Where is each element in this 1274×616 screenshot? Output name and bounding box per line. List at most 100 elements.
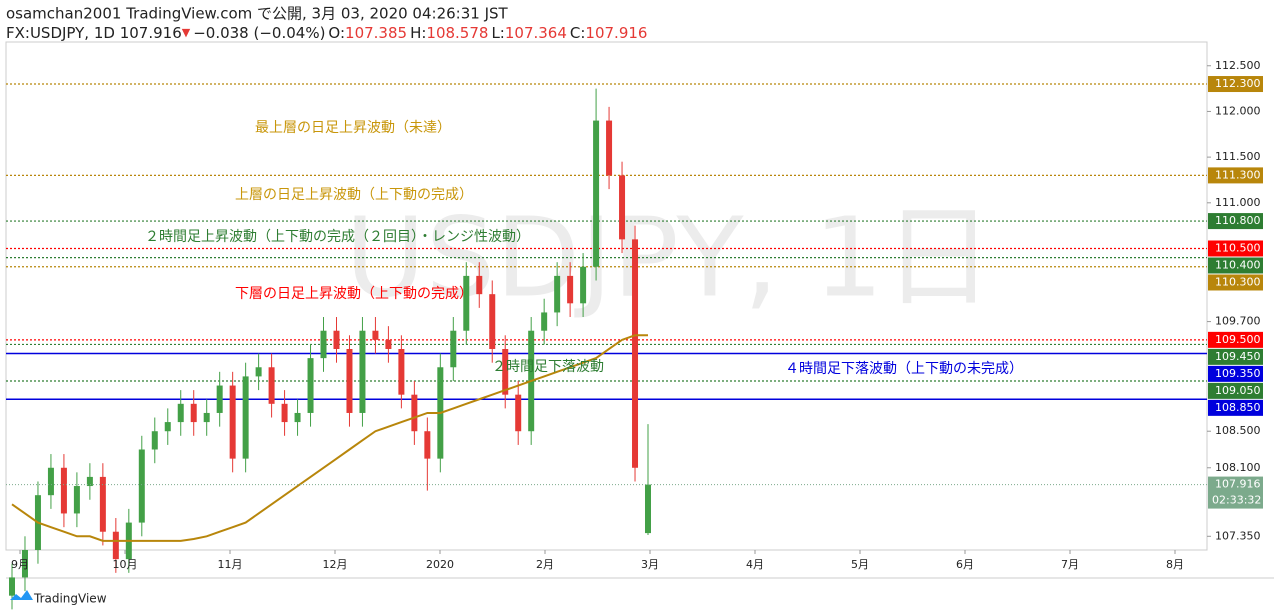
- candle-body: [359, 330, 366, 413]
- level-label-bg: [1208, 257, 1263, 274]
- candle-body: [216, 385, 223, 413]
- candle-body: [515, 394, 522, 432]
- h-label: H:: [410, 24, 426, 42]
- c-value: 107.916: [585, 24, 647, 42]
- level-label: 109.500: [1215, 333, 1261, 346]
- x-tick-label: 6月: [956, 558, 974, 571]
- candle-body: [398, 348, 405, 395]
- candle-body: [281, 403, 288, 423]
- candle-body: [632, 239, 639, 468]
- x-tick-label: 2月: [536, 558, 554, 571]
- symbol: FX:USDJPY, 1D 107.916: [6, 24, 182, 42]
- candle-body: [86, 476, 93, 487]
- candle-body: [489, 294, 496, 349]
- level-label: 109.450: [1215, 350, 1261, 363]
- candle-body: [320, 330, 327, 359]
- annotation: ４時間足下落波動（上下動の未完成）: [785, 361, 1023, 377]
- level-label: 110.300: [1215, 275, 1261, 288]
- y-tick-label: 111.500: [1215, 150, 1261, 163]
- candle-body: [463, 275, 470, 331]
- candle-body: [229, 385, 236, 459]
- h-value: 108.578: [426, 24, 488, 42]
- level-label: 109.050: [1215, 384, 1261, 397]
- annotation: 最上層の日足上昇波動（未達）: [255, 120, 451, 136]
- candle-body: [177, 403, 184, 423]
- candle-body: [580, 266, 587, 304]
- l-label: L:: [491, 24, 504, 42]
- candle-body: [411, 394, 418, 432]
- candle-body: [21, 550, 28, 578]
- level-label-bg: [1208, 167, 1263, 184]
- candle-body: [645, 484, 651, 534]
- y-tick-label: 108.100: [1215, 461, 1261, 474]
- change: −0.038 (−0.04%): [193, 24, 325, 42]
- candle-body: [60, 467, 67, 514]
- y-tick-label: 108.500: [1215, 424, 1261, 437]
- l-value: 107.364: [505, 24, 567, 42]
- candle-body: [190, 403, 197, 423]
- candle-body: [619, 175, 626, 240]
- x-tick-label: 7月: [1061, 558, 1079, 571]
- level-label: 110.800: [1215, 214, 1261, 227]
- candle-body: [307, 358, 314, 413]
- candle-body: [385, 339, 392, 349]
- candle-body: [138, 449, 145, 523]
- y-tick-label: 111.000: [1215, 196, 1261, 209]
- x-tick-label: 8月: [1166, 558, 1184, 571]
- candle-body: [151, 431, 158, 450]
- footer: TradingView: [33, 592, 107, 606]
- header-line2: FX:USDJPY, 1D 107.916▼ −0.038 (−0.04%) O:1…: [6, 24, 647, 42]
- tv-logo: [10, 590, 33, 600]
- candle-body: [567, 275, 574, 304]
- level-label: 108.850: [1215, 401, 1261, 414]
- level-label-bg: [1208, 213, 1263, 230]
- candle-body: [255, 367, 262, 377]
- candle-body: [294, 412, 301, 423]
- x-tick-label: 3月: [641, 558, 659, 571]
- candle-body: [606, 120, 613, 176]
- level-label: 111.300: [1215, 168, 1261, 181]
- last-price-label: 107.916: [1215, 478, 1261, 491]
- candle-body: [476, 275, 483, 295]
- x-tick-label: 12月: [323, 558, 348, 571]
- x-tick-label: 10月: [113, 558, 138, 571]
- candle-body: [99, 476, 106, 532]
- annotation: 下層の日足上昇波動（上下動の完成）: [235, 286, 473, 302]
- level-label-bg: [1208, 331, 1263, 348]
- candle-body: [346, 348, 353, 413]
- countdown-label: 02:33:32: [1212, 494, 1261, 507]
- candle-body: [424, 431, 431, 459]
- candle-body: [450, 330, 457, 368]
- candle-body: [593, 120, 600, 267]
- level-label: 110.500: [1215, 241, 1261, 254]
- candle-body: [47, 467, 54, 496]
- candle-body: [268, 367, 275, 404]
- candle-body: [541, 312, 548, 331]
- watermark: USDJPY, 1日: [345, 193, 994, 321]
- level-label: 110.400: [1215, 258, 1261, 271]
- level-label-bg: [1208, 240, 1263, 257]
- y-tick-label: 112.500: [1215, 59, 1261, 72]
- level-label-bg: [1208, 399, 1263, 416]
- level-label-bg: [1208, 274, 1263, 291]
- annotation: 上層の日足上昇波動（上下動の完成）: [235, 187, 473, 203]
- candle-body: [554, 275, 561, 313]
- candle-body: [73, 486, 80, 514]
- down-arrow: ▼: [182, 26, 191, 39]
- x-tick-label: 9月: [11, 558, 29, 571]
- c-label: C:: [570, 24, 586, 42]
- y-tick-label: 107.350: [1215, 529, 1261, 542]
- y-tick-label: 112.000: [1215, 104, 1261, 117]
- level-label-bg: [1208, 348, 1263, 365]
- o-value: 107.385: [345, 24, 407, 42]
- header-line1: osamchan2001 TradingView.com で公開, 3月 03,…: [6, 5, 509, 23]
- x-tick-label: 11月: [218, 558, 243, 571]
- last-price-bg: [1208, 476, 1263, 509]
- level-label: 112.300: [1215, 77, 1261, 90]
- x-tick-label: 4月: [746, 558, 764, 571]
- plot-frame: [5, 41, 1208, 551]
- candle-body: [9, 577, 15, 596]
- candle-body: [242, 376, 249, 459]
